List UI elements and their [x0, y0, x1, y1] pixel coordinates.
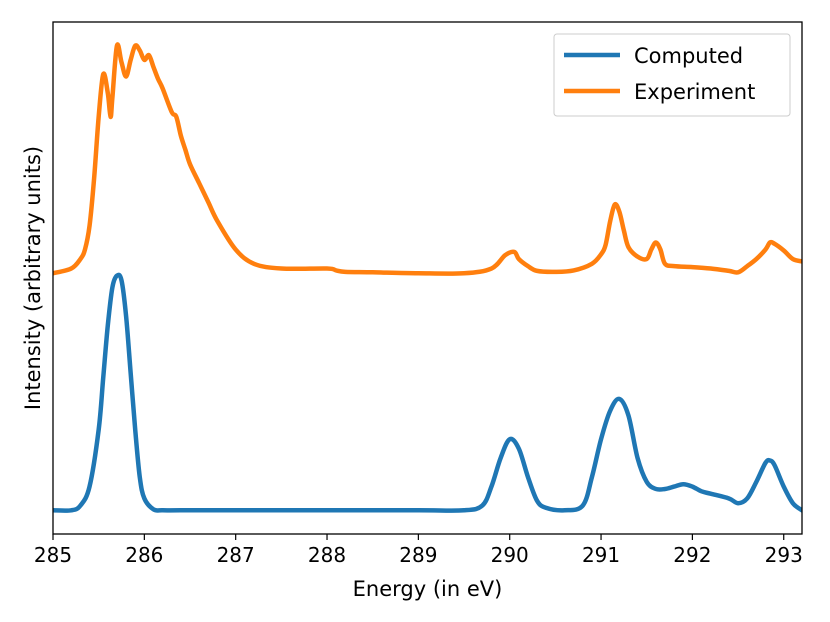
legend-label-computed: Computed — [634, 44, 743, 68]
series-line-experiment — [53, 42, 802, 276]
x-tick-label: 285 — [34, 543, 72, 567]
x-axis-label: Energy (in eV) — [353, 577, 503, 601]
axes-frame — [52, 21, 803, 535]
legend-label-experiment: Experiment — [634, 80, 755, 104]
x-tick-label: 289 — [399, 543, 437, 567]
x-tick-label: 293 — [765, 543, 803, 567]
x-tick-label: 286 — [125, 543, 163, 567]
x-tick-label: 288 — [308, 543, 346, 567]
x-tick-label: 290 — [491, 543, 529, 567]
y-axis-label: Intensity (arbitrary units) — [21, 146, 45, 410]
x-tick-label: 287 — [217, 543, 255, 567]
x-axis: 285 286 287 288 289 290 291 292 293 — [34, 534, 803, 567]
x-tick-label: 291 — [582, 543, 620, 567]
legend: Computed Experiment — [553, 33, 791, 117]
series-line-computed — [53, 272, 802, 513]
x-tick-label: 292 — [673, 543, 711, 567]
plot-area — [53, 42, 802, 513]
